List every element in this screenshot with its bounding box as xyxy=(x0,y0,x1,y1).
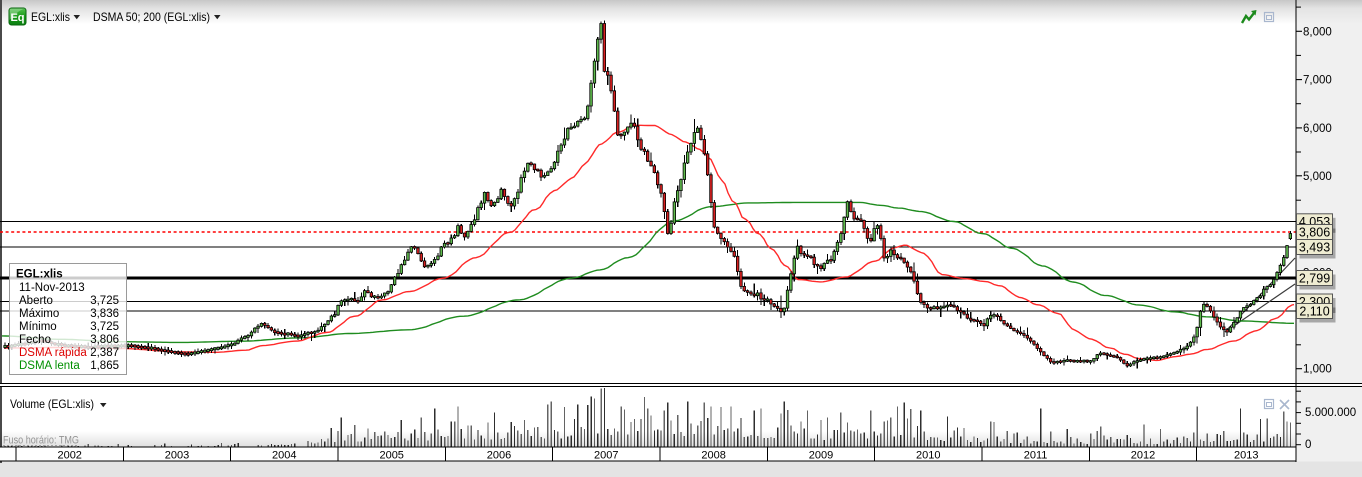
svg-text:2,387: 2,387 xyxy=(90,347,119,359)
svg-text:1,865: 1,865 xyxy=(90,360,119,372)
svg-text:Aberto: Aberto xyxy=(19,295,53,307)
svg-text:2012: 2012 xyxy=(1131,449,1155,461)
svg-text:2,799: 2,799 xyxy=(1299,272,1330,286)
svg-text:3,725: 3,725 xyxy=(90,321,119,333)
svg-text:DSMA rápida: DSMA rápida xyxy=(19,347,87,359)
svg-text:0: 0 xyxy=(1305,439,1311,451)
svg-text:Mínimo: Mínimo xyxy=(19,321,57,333)
svg-text:Volume (EGL:xlis): Volume (EGL:xlis) xyxy=(10,397,94,411)
svg-text:11-Nov-2013: 11-Nov-2013 xyxy=(19,282,85,294)
svg-text:8,000: 8,000 xyxy=(1303,26,1332,38)
svg-text:2006: 2006 xyxy=(487,449,511,461)
svg-text:3,725: 3,725 xyxy=(90,295,119,307)
svg-text:DSMA 50; 200 (EGL:xlis): DSMA 50; 200 (EGL:xlis) xyxy=(93,10,210,24)
svg-text:EGL:xlis: EGL:xlis xyxy=(16,269,63,281)
svg-text:1,000: 1,000 xyxy=(1303,364,1332,376)
svg-text:7,000: 7,000 xyxy=(1303,75,1332,87)
svg-text:3,806: 3,806 xyxy=(1299,226,1330,240)
svg-text:2013: 2013 xyxy=(1234,449,1258,461)
svg-text:Máximo: Máximo xyxy=(19,308,59,320)
svg-text:2011: 2011 xyxy=(1024,449,1048,461)
svg-text:2002: 2002 xyxy=(57,449,81,461)
svg-text:2008: 2008 xyxy=(701,449,725,461)
svg-text:Fuso horário: TMG: Fuso horário: TMG xyxy=(3,435,79,447)
svg-text:2009: 2009 xyxy=(809,449,833,461)
svg-text:5,000: 5,000 xyxy=(1303,171,1332,183)
svg-text:2007: 2007 xyxy=(594,449,618,461)
svg-text:DSMA lenta: DSMA lenta xyxy=(19,360,80,372)
svg-text:Fecho: Fecho xyxy=(19,334,51,346)
svg-text:2004: 2004 xyxy=(272,449,296,461)
svg-text:3,493: 3,493 xyxy=(1299,241,1330,255)
svg-text:2010: 2010 xyxy=(916,449,940,461)
svg-text:2003: 2003 xyxy=(165,449,189,461)
svg-text:3,806: 3,806 xyxy=(90,334,119,346)
svg-text:2005: 2005 xyxy=(379,449,403,461)
svg-text:2,110: 2,110 xyxy=(1299,305,1329,319)
svg-text:3,836: 3,836 xyxy=(90,308,119,320)
svg-text:6,000: 6,000 xyxy=(1303,123,1332,135)
svg-text:5.000.000: 5.000.000 xyxy=(1305,407,1356,419)
svg-text:EGL:xlis: EGL:xlis xyxy=(31,10,70,24)
svg-text:Eq: Eq xyxy=(10,12,24,24)
